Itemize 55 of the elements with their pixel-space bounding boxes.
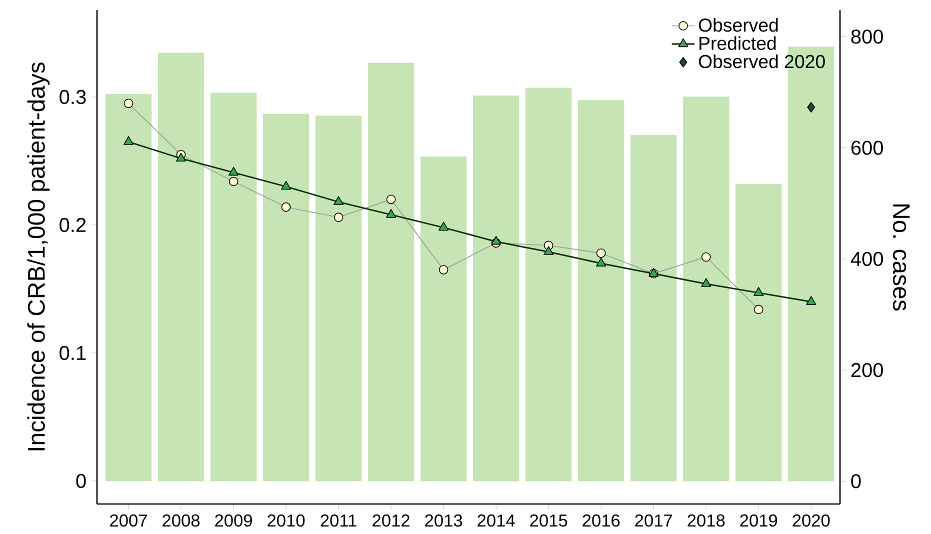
point (491, 236, 502, 245)
point (228, 166, 239, 176)
bar (736, 184, 782, 482)
point (176, 152, 186, 162)
x-tick-label: 2011 (320, 514, 356, 527)
x-tick-label: 2015 (530, 514, 568, 527)
x-tick-label: 2019 (740, 514, 778, 527)
x-tick-label: 2016 (582, 514, 620, 527)
x-tick-label: 2010 (268, 514, 305, 527)
point (386, 209, 396, 218)
legend-label: Observed 2020 (698, 54, 825, 68)
y2-tick-label: 200 (851, 362, 883, 378)
point (334, 196, 344, 206)
x-tick-label: 2018 (688, 514, 725, 527)
point (281, 180, 292, 190)
x-tick-label: 2007 (110, 514, 147, 527)
bar (525, 88, 572, 482)
point (544, 246, 554, 255)
legend-label: Observed (698, 18, 778, 32)
bar (578, 100, 624, 482)
y-tick-label: 0.1 (60, 346, 86, 360)
y2-tick-label: 0 (851, 474, 861, 488)
y-tick-label: 0 (76, 474, 86, 488)
x-tick-label: 2014 (478, 514, 515, 527)
point (754, 287, 764, 296)
point (701, 278, 712, 287)
x-tick-label: 2008 (162, 514, 200, 527)
point (806, 296, 816, 305)
point (596, 258, 606, 266)
y-axis-title: Incidence of CRB/1,000 patient-days (27, 62, 50, 450)
bar (105, 94, 152, 482)
y2-tick-label: 600 (851, 140, 883, 155)
point (123, 136, 134, 145)
point (807, 102, 816, 112)
bar (262, 114, 310, 482)
y-tick-label: 0.3 (60, 90, 86, 104)
x-tick-label: 2020 (792, 514, 830, 527)
bar (158, 52, 204, 482)
y-tick-label: 0.2 (60, 218, 86, 232)
y2-tick-label: 800 (851, 30, 883, 44)
x-tick-label: 2009 (215, 514, 252, 527)
y2-axis-title: No. cases (892, 204, 910, 311)
bar (420, 156, 467, 482)
x-tick-label: 2012 (372, 514, 410, 527)
bar (630, 135, 677, 482)
point (438, 222, 449, 231)
bar (210, 92, 257, 482)
x-tick-label: 2017 (635, 514, 672, 527)
x-tick-label: 2013 (425, 514, 462, 527)
bar (683, 96, 730, 482)
bar (472, 96, 520, 482)
bar (368, 62, 414, 482)
y2-tick-label: 400 (850, 252, 883, 266)
legend-label: Predicted (700, 36, 776, 50)
bar (315, 116, 362, 482)
